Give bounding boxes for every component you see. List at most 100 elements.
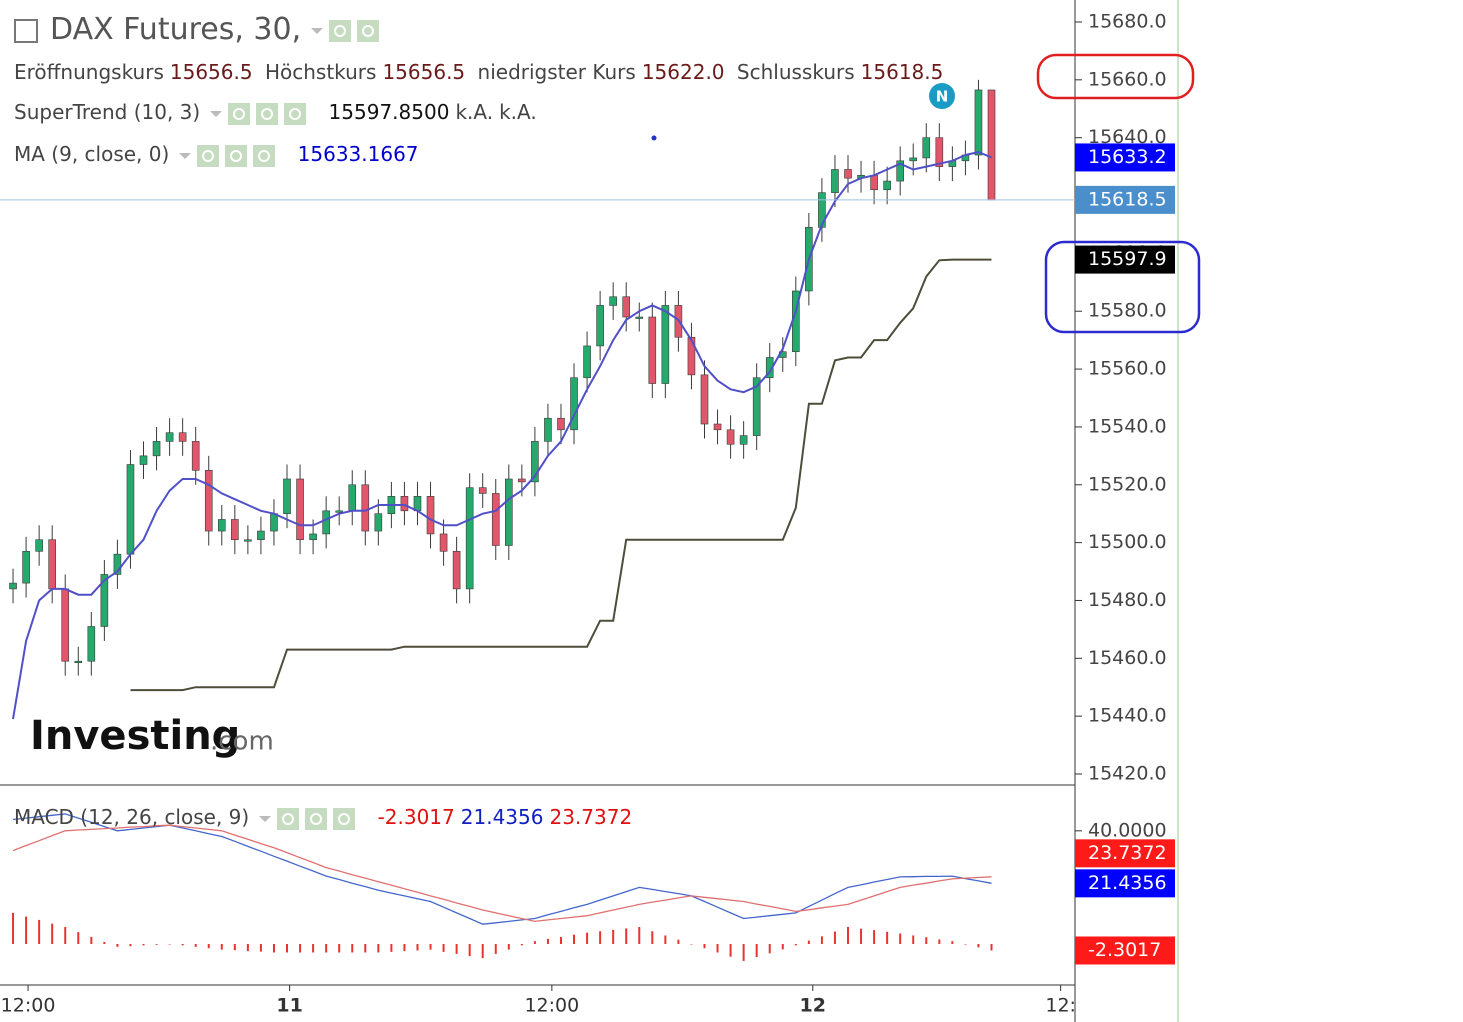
event-marker[interactable] bbox=[929, 83, 955, 109]
price-badge bbox=[1075, 869, 1175, 898]
histogram-bar bbox=[599, 931, 602, 944]
candle-body bbox=[204, 470, 213, 532]
candle-body bbox=[35, 539, 43, 552]
histogram-bar bbox=[90, 936, 93, 944]
dropdown[interactable] bbox=[179, 152, 192, 159]
candle-body bbox=[661, 305, 670, 384]
histogram-bar bbox=[220, 943, 223, 950]
dropdown[interactable] bbox=[210, 110, 223, 117]
histogram-bar bbox=[846, 927, 849, 944]
indicator-value: k.A. bbox=[455, 100, 494, 124]
candle-body bbox=[518, 478, 526, 483]
candle-body bbox=[22, 550, 30, 584]
candle-body bbox=[9, 582, 17, 590]
candle-body bbox=[439, 533, 448, 552]
candle-body bbox=[570, 377, 578, 431]
series-line bbox=[130, 258, 992, 692]
histogram-bar bbox=[729, 943, 732, 957]
candle-body bbox=[87, 626, 96, 662]
histogram-bar bbox=[520, 943, 523, 946]
icon[interactable] bbox=[225, 144, 248, 167]
histogram-bar bbox=[51, 923, 54, 944]
candle-body bbox=[974, 89, 983, 156]
price-badge-label: 23.7372 bbox=[1088, 842, 1167, 864]
histogram-bar bbox=[820, 936, 823, 944]
candle-body bbox=[374, 513, 383, 532]
candle-body bbox=[244, 539, 252, 542]
y-tick-label: 40.0000 bbox=[1088, 819, 1167, 841]
histogram-bar bbox=[403, 943, 406, 952]
icon[interactable] bbox=[256, 102, 279, 125]
icon[interactable] bbox=[357, 19, 380, 42]
histogram-bar bbox=[194, 943, 197, 947]
histogram-bar bbox=[38, 919, 41, 944]
histogram-bar bbox=[259, 943, 262, 952]
price-badge-label: -2.3017 bbox=[1088, 939, 1161, 961]
candle-body bbox=[531, 441, 539, 483]
dropdown[interactable] bbox=[311, 27, 324, 34]
icon[interactable] bbox=[277, 807, 300, 830]
x-tick-label: 12:00 bbox=[1, 995, 56, 1017]
price-badge bbox=[1075, 143, 1175, 172]
series-line bbox=[12, 813, 992, 925]
histogram-bar bbox=[677, 939, 680, 944]
ohlc-row: Eröffnungskurs 15656.5 Höchstkurs 15656.5 … bbox=[14, 60, 949, 84]
candle-body bbox=[491, 493, 500, 546]
icon[interactable] bbox=[329, 19, 352, 42]
collapse[interactable] bbox=[14, 18, 38, 43]
candle-body bbox=[400, 496, 409, 512]
histogram-bar bbox=[768, 943, 771, 954]
candle-body bbox=[139, 455, 148, 465]
icon[interactable] bbox=[197, 144, 220, 167]
dropdown[interactable] bbox=[259, 815, 272, 822]
icon[interactable] bbox=[305, 807, 328, 830]
candle-body bbox=[217, 519, 226, 532]
histogram-bar bbox=[703, 943, 706, 949]
macd-row: MACD (12, 26, close, 9) -2.3017 21.4356 23… bbox=[14, 805, 638, 830]
price-badge bbox=[1075, 936, 1175, 965]
ohlc-label: Eröffnungskurs bbox=[14, 60, 164, 84]
price-badge bbox=[1075, 185, 1175, 214]
candle-body bbox=[818, 192, 826, 228]
histogram-bar bbox=[612, 929, 615, 944]
histogram-bar bbox=[442, 943, 445, 952]
histogram-bar bbox=[142, 943, 145, 946]
icon[interactable] bbox=[228, 102, 251, 125]
candle-body bbox=[922, 137, 931, 159]
watermark: .com bbox=[210, 727, 274, 757]
histogram-bar bbox=[625, 928, 628, 944]
histogram-bar bbox=[638, 927, 641, 944]
candle-body bbox=[739, 435, 748, 445]
histogram-bar bbox=[742, 943, 745, 961]
indicator-value: 23.7372 bbox=[549, 805, 633, 829]
candle-body bbox=[635, 316, 644, 319]
ohlc-label: Höchstkurs bbox=[264, 60, 377, 84]
icon[interactable] bbox=[284, 102, 307, 125]
event-marker-label[interactable]: N bbox=[936, 88, 949, 106]
price-badge-label: 15618.5 bbox=[1088, 188, 1167, 210]
y-tick-label: 15680.0 bbox=[1088, 10, 1167, 32]
candle-body bbox=[622, 296, 631, 318]
histogram-bar bbox=[912, 935, 915, 944]
histogram-bar bbox=[390, 943, 393, 952]
histogram-bar bbox=[860, 928, 863, 944]
title-row: DAX Futures, 30, bbox=[14, 12, 385, 47]
icon[interactable] bbox=[333, 807, 356, 830]
histogram-bar bbox=[755, 943, 758, 957]
candle-body bbox=[909, 157, 918, 162]
indicator-name: MACD (12, 26, close, 9) bbox=[14, 805, 250, 829]
candle-body bbox=[713, 423, 722, 431]
histogram-bar bbox=[533, 941, 536, 944]
histogram-bar bbox=[103, 942, 106, 944]
histogram-bar bbox=[312, 943, 315, 953]
candle-body bbox=[361, 484, 370, 532]
histogram-bar bbox=[155, 943, 158, 945]
price-badge bbox=[1075, 245, 1175, 274]
histogram-bar bbox=[586, 932, 589, 944]
candle-body bbox=[752, 377, 761, 436]
icon[interactable] bbox=[253, 144, 276, 167]
ohlc-label: Schlusskurs bbox=[736, 60, 855, 84]
candle-body bbox=[504, 478, 513, 546]
candle-body bbox=[270, 513, 278, 532]
price-badge bbox=[1075, 839, 1175, 868]
